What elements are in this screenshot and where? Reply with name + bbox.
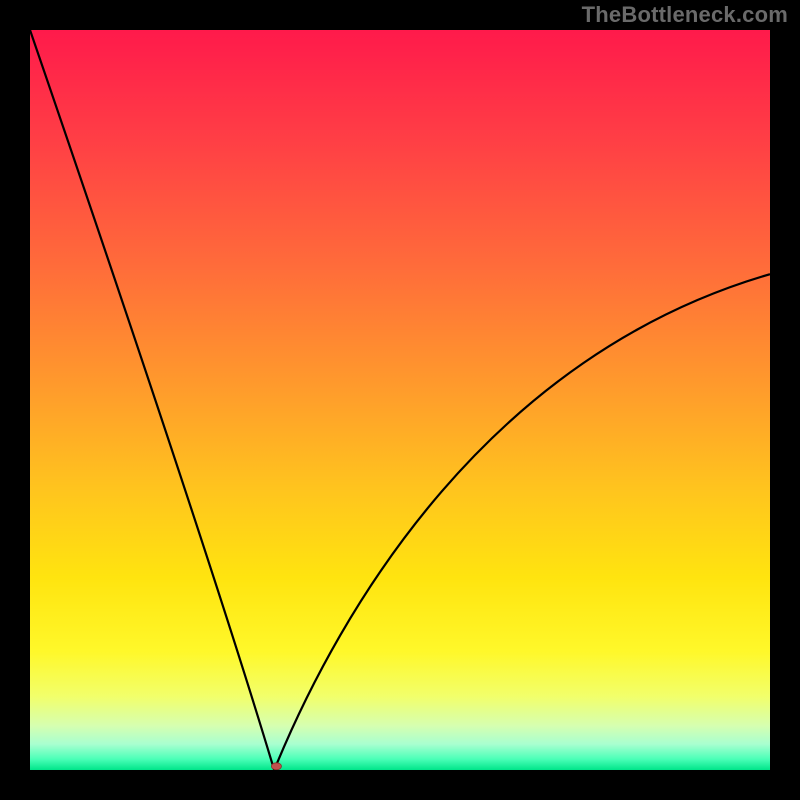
min-marker [271,763,281,770]
chart-frame: TheBottleneck.com [0,0,800,800]
bottleneck-curve [30,30,770,770]
plot-svg [30,30,770,770]
watermark-text: TheBottleneck.com [582,2,788,28]
plot-area [30,30,770,770]
